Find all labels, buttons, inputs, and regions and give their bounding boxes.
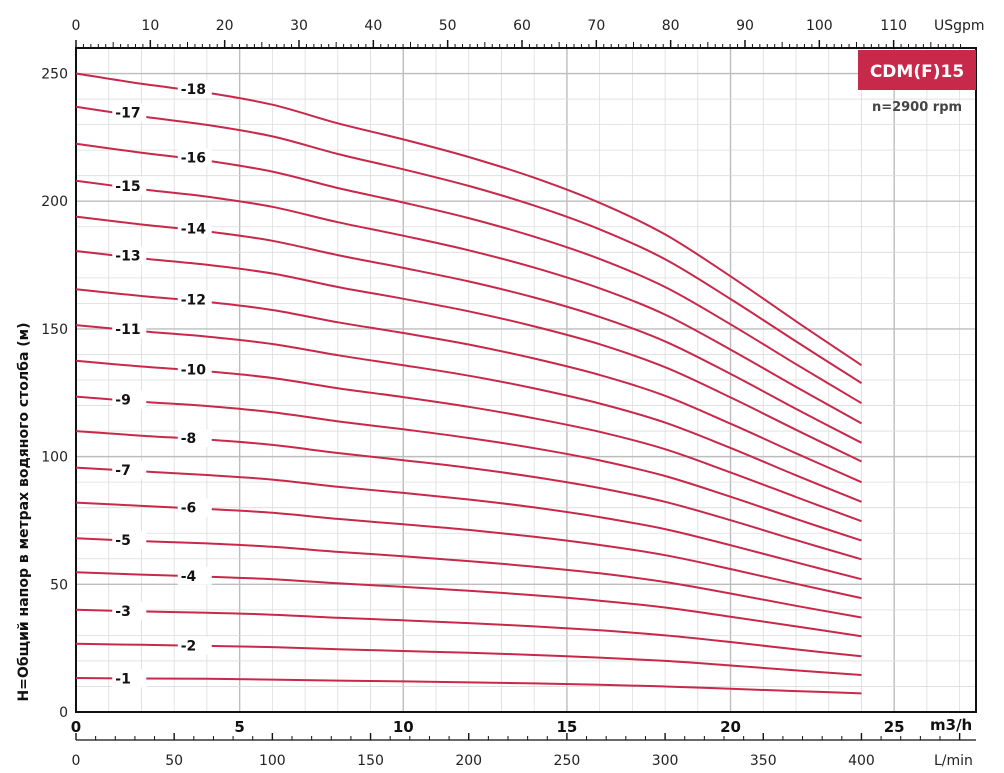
m3h-tick-label: 15 (556, 718, 577, 736)
stage-label: -3 (115, 604, 131, 620)
y-tick-label: 50 (50, 577, 68, 593)
pump-curve (75, 537, 862, 619)
m3h-tick-label: 10 (393, 718, 414, 736)
stage-label-bg (112, 531, 147, 550)
usgpm-tick-label: 30 (290, 18, 308, 34)
x-axis-m3h: 0 5 10 15 20 25 (71, 718, 905, 736)
chart-title: CDM(F)15 (870, 62, 964, 82)
pump-curve (75, 608, 862, 658)
lmin-tick-label: 50 (165, 753, 183, 769)
stage-label: -12 (181, 293, 206, 309)
m3h-tick-label: 25 (884, 718, 905, 736)
stage-label: -4 (181, 569, 197, 585)
y-axis: 0 50 100 150 200 250 (41, 67, 68, 721)
usgpm-tick-label: 110 (880, 18, 907, 34)
m3h-tick-label: 20 (720, 718, 741, 736)
m3h-tick-label: 5 (234, 718, 244, 736)
usgpm-tick-label: 80 (662, 18, 680, 34)
usgpm-tick-label: 40 (364, 18, 382, 34)
stage-label: -18 (181, 82, 206, 98)
chart-subtitle: n=2900 rpm (872, 100, 962, 115)
stage-label-bg (177, 290, 212, 309)
stage-label: -11 (115, 322, 140, 338)
y-axis-label: H=Общий напор в метрах водяного столба (… (16, 322, 32, 701)
lmin-tick-label: 350 (750, 753, 777, 769)
y-tick-label: 0 (59, 705, 68, 721)
usgpm-tick-label: 50 (439, 18, 457, 34)
stage-label: -7 (115, 463, 131, 479)
stage-label: -9 (115, 393, 131, 409)
pump-curve (75, 324, 862, 503)
stage-label: -6 (181, 501, 197, 517)
usgpm-tick-label: 60 (513, 18, 531, 34)
stage-label-bg (177, 498, 212, 517)
pump-curve (75, 105, 863, 384)
y-tick-label: 100 (41, 450, 68, 466)
usgpm-tick-label: 0 (72, 18, 81, 34)
usgpm-tick-label: 20 (216, 18, 234, 34)
x-unit-usgpm: USgpm (934, 18, 985, 34)
lmin-tick-label: 200 (455, 753, 482, 769)
stage-label-bg (112, 103, 147, 122)
stage-label-bg (177, 428, 212, 447)
usgpm-tick-label: 90 (736, 18, 754, 34)
stage-label: -15 (115, 179, 140, 195)
stage-label: -5 (115, 533, 131, 549)
m3h-tick-label: 0 (71, 718, 81, 736)
stage-label-bg (112, 319, 147, 338)
y-tick-label: 250 (41, 67, 68, 83)
y-tick-label: 200 (41, 194, 68, 210)
stage-label-bg (177, 80, 212, 99)
stage-label-bg (177, 219, 212, 238)
stage-label: -10 (181, 362, 207, 378)
lmin-tick-label: 300 (652, 753, 679, 769)
stage-label-bg (112, 246, 147, 265)
stage-label-bg (112, 601, 147, 620)
stage-label-bg (177, 636, 212, 655)
pump-curve (75, 179, 862, 425)
x-axis-lmin: 0 50 100 150 200 250 300 350 400 (72, 733, 976, 769)
stage-labels: -1 -2 -3 -4 -5 -6 -7 -8 -9 -10 -11 -12 -13 -14 -15 -16 -… (112, 80, 212, 688)
pump-curve (75, 395, 862, 542)
model-title-badge: CDM(F)15 (858, 50, 976, 90)
stage-label-bg (177, 148, 212, 167)
stage-label: -16 (181, 150, 206, 166)
usgpm-tick-label: 10 (141, 18, 159, 34)
lmin-tick-label: 0 (72, 753, 81, 769)
grid (76, 48, 976, 712)
stage-label: -14 (181, 222, 207, 238)
lmin-tick-label: 250 (554, 753, 581, 769)
stage-label-bg (112, 669, 147, 688)
pump-curve (75, 250, 862, 463)
stage-label-bg (112, 176, 147, 195)
x-axis-usgpm: 0 10 20 30 40 50 60 70 80 90 100 110 (72, 18, 962, 48)
x-unit-m3h: m3/h (930, 716, 972, 734)
stage-label: -1 (115, 671, 131, 687)
pump-curve (75, 466, 862, 581)
stage-label-bg (177, 360, 212, 379)
y-tick-label: 150 (41, 322, 68, 338)
usgpm-tick-label: 70 (587, 18, 605, 34)
plot-frame (75, 47, 977, 713)
x-unit-lmin: L/min (934, 753, 973, 769)
stage-label-bg (112, 460, 147, 479)
stage-label: -17 (115, 106, 140, 122)
lmin-tick-label: 400 (848, 753, 875, 769)
stage-label-bg (112, 390, 147, 409)
usgpm-tick-label: 100 (806, 18, 833, 34)
lmin-tick-label: 100 (259, 753, 286, 769)
lmin-tick-label: 150 (357, 753, 384, 769)
stage-label-bg (177, 566, 212, 585)
stage-label: -2 (181, 638, 197, 654)
stage-label: -13 (115, 248, 140, 264)
pump-curve (75, 677, 862, 695)
stage-label: -8 (181, 431, 197, 447)
